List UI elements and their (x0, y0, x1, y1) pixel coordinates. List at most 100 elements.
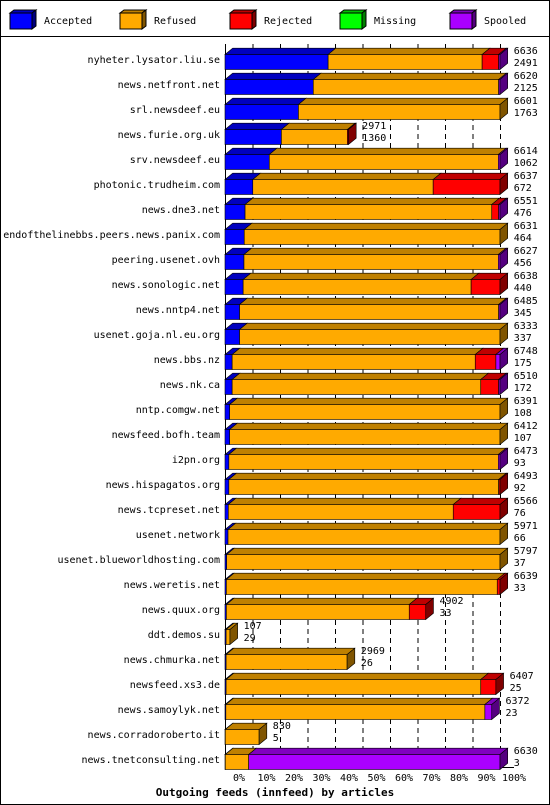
total-label-srl-newsdeef-eu: 6601 (514, 96, 538, 107)
accepted-label-newsfeed-xs3-de: 25 (510, 683, 522, 694)
bar-side-ddt-demos-su (229, 622, 238, 646)
bar-refused-top-srv-newsdeef-eu (268, 147, 507, 155)
row-label-news-bbs-nz: news.bbs.nz (154, 355, 220, 366)
bar-side-news-corradoroberto-it (258, 722, 268, 746)
bar-side-news-hispagatos-org (499, 472, 509, 496)
total-label-usenet-goja-nl-eu-org: 6333 (514, 321, 538, 332)
total-label-news-tnetconsulting-net: 6630 (514, 746, 538, 757)
row-label-news-quux-org: news.quux.org (142, 605, 220, 616)
accepted-label-news-sonologic-net: 440 (514, 283, 532, 294)
row-label-photonic-trudheim-com: photonic.trudheim.com (94, 180, 220, 191)
bar-side-news-tcpreset-net (499, 497, 509, 521)
bar-refused-top-news-tcpreset-net (227, 497, 462, 505)
row-label-endofthelinebbs-peers-news-panix-com: endofthelinebbs.peers.news.panix.com (3, 230, 220, 241)
bar-spooled-news-samoylyk-net (484, 704, 493, 720)
accepted-label-news-samoylyk-net: 23 (505, 708, 517, 719)
row-label-srl-newsdeef-eu: srl.newsdeef.eu (130, 105, 220, 116)
bar-group-newsfeed-xs3-de (224, 672, 505, 696)
bar-accepted-news-hispagatos-org (224, 479, 230, 495)
bar-side-news-nntp4-net (499, 297, 509, 321)
bar-refused-top-nyheter-lysator-liu-se (327, 47, 491, 55)
x-tick-label-70: 70% (422, 773, 440, 784)
x-tick-label-60: 60% (395, 773, 413, 784)
bar-refused-news-bbs-nz (231, 354, 476, 370)
legend-label-missing: Missing (374, 16, 416, 27)
bar-refused-nntp-comgw-net (229, 404, 501, 420)
bar-accepted-nyheter-lysator-liu-se (224, 54, 329, 70)
bar-side-nyheter-lysator-liu-se (499, 47, 509, 71)
bar-spooled-news-tnetconsulting-net (248, 754, 501, 770)
bar-group-usenet-blueworldhosting-com (224, 547, 509, 571)
x-tick-label-0: 0% (233, 773, 245, 784)
bar-refused-news-weretis-net (226, 579, 498, 595)
total-label-news-dne3-net: 6551 (514, 196, 538, 207)
bar-accepted-nntp-comgw-net (224, 404, 230, 420)
bar-accepted-i2pn-org (224, 454, 230, 470)
accepted-label-photonic-trudheim-com: 672 (514, 183, 532, 194)
total-label-news-sonologic-net: 6638 (514, 271, 538, 282)
bar-accepted-newsfeed-bofh-team (224, 429, 230, 445)
bar-side-news-quux-org (425, 597, 434, 621)
x-tick-label-90: 90% (477, 773, 495, 784)
bar-refused-news-dne3-net (244, 204, 493, 220)
total-label-newsfeed-xs3-de: 6407 (510, 671, 534, 682)
bar-refused-news-hispagatos-org (228, 479, 499, 495)
bar-accepted-news-bbs-nz (224, 354, 233, 370)
bar-accepted-news-nntp4-net (224, 304, 240, 320)
bar-side-news-bbs-nz (499, 347, 509, 371)
row-label-news-furie-org-uk: news.furie.org.uk (118, 130, 220, 141)
bar-refused-news-furie-org-uk (281, 129, 348, 145)
row-label-nntp-comgw-net: nntp.comgw.net (136, 405, 220, 416)
bar-refused-news-quux-org (226, 604, 410, 620)
bar-side-newsfeed-bofh-team (499, 422, 509, 446)
total-label-news-tcpreset-net: 6566 (514, 496, 538, 507)
bar-rejected-news-sonologic-net (470, 279, 501, 295)
bar-refused-top-usenet-blueworldhosting-com (225, 547, 509, 555)
row-label-newsfeed-xs3-de: newsfeed.xs3.de (130, 680, 220, 691)
bar-group-nntp-comgw-net (224, 397, 509, 421)
row-label-news-weretis-net: news.weretis.net (124, 580, 220, 591)
bar-accepted-top-nyheter-lysator-liu-se (224, 47, 337, 55)
total-label-nntp-comgw-net: 6391 (514, 396, 538, 407)
bar-refused-peering-usenet-ovh (243, 254, 499, 270)
bar-rejected-news-quux-org (408, 604, 427, 620)
legend-swatch-spooled (449, 12, 473, 30)
legend-swatch-side-refused (141, 9, 147, 30)
accepted-label-ddt-demos-su: 29 (244, 633, 256, 644)
bar-refused-top-newsfeed-bofh-team (228, 422, 509, 430)
bar-refused-top-news-weretis-net (225, 572, 506, 580)
bar-group-i2pn-org (224, 447, 509, 471)
bar-refused-top-news-hispagatos-org (228, 472, 508, 480)
row-label-peering-usenet-ovh: peering.usenet.ovh (112, 255, 220, 266)
legend-swatch-accepted (9, 12, 33, 30)
bar-side-photonic-trudheim-com (499, 172, 509, 196)
bar-side-news-weretis-net (499, 572, 509, 596)
bar-refused-ddt-demos-su (225, 629, 231, 645)
bar-side-news-nk-ca (499, 372, 509, 396)
bar-side-usenet-network (499, 522, 509, 546)
row-label-usenet-goja-nl-eu-org: usenet.goja.nl.eu.org (94, 330, 220, 341)
accepted-label-usenet-goja-nl-eu-org: 337 (514, 333, 532, 344)
bar-accepted-srv-newsdeef-eu (224, 154, 270, 170)
bar-rejected-news-dne3-net (491, 204, 499, 220)
bar-group-news-tnetconsulting-net (224, 747, 509, 771)
row-label-news-hispagatos-org: news.hispagatos.org (106, 480, 220, 491)
bar-refused-newsfeed-bofh-team (229, 429, 501, 445)
bar-refused-top-news-sonologic-net (242, 272, 480, 280)
accepted-label-news-nntp4-net: 345 (514, 308, 532, 319)
total-label-news-nntp4-net: 6485 (514, 296, 538, 307)
bar-rejected-nyheter-lysator-liu-se (481, 54, 499, 70)
bar-refused-usenet-goja-nl-eu-org (239, 329, 501, 345)
bar-refused-top-photonic-trudheim-com (251, 172, 442, 180)
legend-label-accepted: Accepted (44, 16, 92, 27)
bar-side-peering-usenet-ovh (499, 247, 509, 271)
x-tick-label-20: 20% (285, 773, 303, 784)
bar-refused-top-news-samoylyk-net (224, 697, 494, 705)
total-label-news-netfront-net: 6620 (514, 71, 538, 82)
accepted-label-news-weretis-net: 33 (514, 583, 526, 594)
bar-rejected-photonic-trudheim-com (432, 179, 501, 195)
bar-group-news-bbs-nz (224, 347, 509, 371)
accepted-label-nyheter-lysator-liu-se: 2491 (514, 58, 538, 69)
